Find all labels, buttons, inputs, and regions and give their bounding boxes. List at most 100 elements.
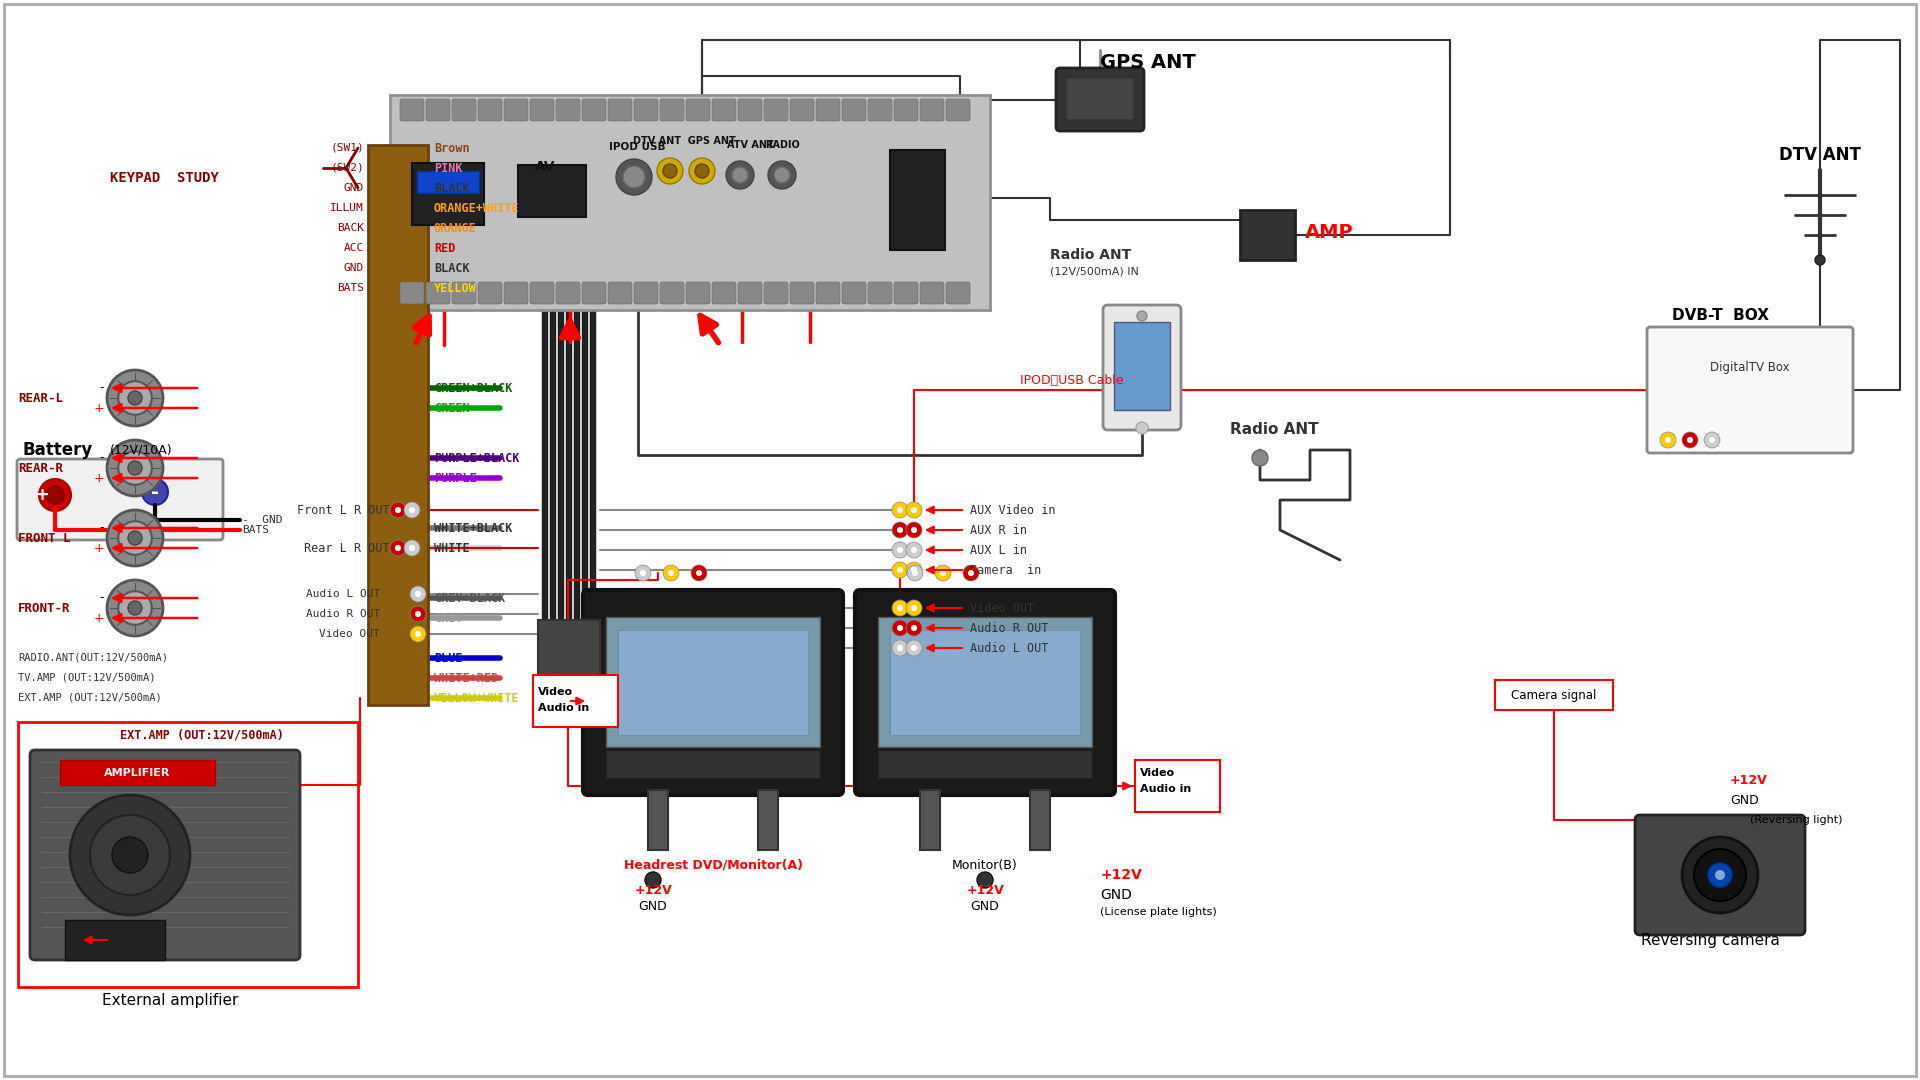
Text: GREY+BLACK: GREY+BLACK xyxy=(434,592,505,605)
Text: AUX Video in: AUX Video in xyxy=(970,503,1056,516)
Text: Radio ANT: Radio ANT xyxy=(1231,422,1319,437)
Text: Audio L OUT: Audio L OUT xyxy=(305,589,380,599)
Circle shape xyxy=(662,565,680,581)
Text: ORANGE: ORANGE xyxy=(434,221,476,234)
FancyBboxPatch shape xyxy=(712,99,735,121)
FancyBboxPatch shape xyxy=(789,282,814,303)
FancyBboxPatch shape xyxy=(1029,789,1050,850)
FancyBboxPatch shape xyxy=(618,630,808,735)
Text: +: + xyxy=(94,472,104,485)
Circle shape xyxy=(409,507,415,513)
Circle shape xyxy=(1137,422,1148,434)
Text: +: + xyxy=(94,611,104,624)
Text: Battery: Battery xyxy=(21,441,92,459)
Text: (12V/10A): (12V/10A) xyxy=(109,444,173,457)
FancyBboxPatch shape xyxy=(920,99,945,121)
FancyBboxPatch shape xyxy=(538,620,599,675)
Circle shape xyxy=(893,600,908,616)
Text: ILLUM: ILLUM xyxy=(330,203,365,213)
Circle shape xyxy=(897,645,902,651)
FancyBboxPatch shape xyxy=(816,99,841,121)
FancyBboxPatch shape xyxy=(426,282,449,303)
Text: GND: GND xyxy=(344,183,365,193)
Circle shape xyxy=(906,620,922,636)
FancyBboxPatch shape xyxy=(737,282,762,303)
Circle shape xyxy=(142,480,169,505)
FancyBboxPatch shape xyxy=(584,590,843,795)
Circle shape xyxy=(910,625,918,631)
Circle shape xyxy=(390,502,405,518)
FancyBboxPatch shape xyxy=(1647,327,1853,453)
Text: Audio L OUT: Audio L OUT xyxy=(970,642,1048,654)
Circle shape xyxy=(111,837,148,873)
Circle shape xyxy=(38,480,71,511)
Circle shape xyxy=(409,545,415,551)
Circle shape xyxy=(415,631,420,637)
FancyBboxPatch shape xyxy=(1240,210,1294,260)
FancyBboxPatch shape xyxy=(634,282,659,303)
Circle shape xyxy=(897,625,902,631)
FancyBboxPatch shape xyxy=(1066,78,1135,120)
Text: AMPLIFIER: AMPLIFIER xyxy=(104,768,171,778)
Circle shape xyxy=(1682,837,1759,913)
FancyBboxPatch shape xyxy=(17,723,357,987)
Circle shape xyxy=(893,562,908,578)
Text: BACK: BACK xyxy=(338,222,365,233)
Text: AUX R in: AUX R in xyxy=(970,524,1027,537)
Text: -: - xyxy=(100,592,104,605)
FancyBboxPatch shape xyxy=(451,99,476,121)
Text: IPOD USB: IPOD USB xyxy=(609,141,664,152)
Text: GREY: GREY xyxy=(434,611,463,624)
FancyBboxPatch shape xyxy=(891,630,1079,735)
Text: GPS ANT: GPS ANT xyxy=(1100,53,1196,71)
Text: ACC: ACC xyxy=(344,243,365,253)
Circle shape xyxy=(1709,863,1732,887)
FancyBboxPatch shape xyxy=(877,750,1092,778)
FancyBboxPatch shape xyxy=(737,99,762,121)
Circle shape xyxy=(910,546,918,553)
FancyBboxPatch shape xyxy=(31,750,300,960)
Text: +: + xyxy=(35,486,50,504)
Text: (Reversing light): (Reversing light) xyxy=(1749,815,1843,825)
Circle shape xyxy=(668,570,674,576)
Text: PURPLE: PURPLE xyxy=(434,472,476,485)
Circle shape xyxy=(1688,437,1693,443)
Text: GND: GND xyxy=(639,901,668,914)
Circle shape xyxy=(415,591,420,597)
FancyBboxPatch shape xyxy=(559,310,564,680)
FancyBboxPatch shape xyxy=(947,282,970,303)
Text: DVB-T  BOX: DVB-T BOX xyxy=(1672,308,1768,323)
FancyBboxPatch shape xyxy=(920,282,945,303)
Circle shape xyxy=(411,606,426,622)
Text: YELLOW: YELLOW xyxy=(434,282,476,295)
Circle shape xyxy=(691,565,707,581)
Text: ATV ANT: ATV ANT xyxy=(728,140,774,150)
Circle shape xyxy=(1682,432,1697,448)
Text: GND: GND xyxy=(1730,794,1759,807)
Text: Audio R OUT: Audio R OUT xyxy=(305,609,380,619)
FancyBboxPatch shape xyxy=(877,617,1092,747)
Text: External amplifier: External amplifier xyxy=(102,993,238,1008)
FancyBboxPatch shape xyxy=(947,99,970,121)
Circle shape xyxy=(108,510,163,566)
Text: -: - xyxy=(100,381,104,394)
Circle shape xyxy=(893,620,908,636)
FancyBboxPatch shape xyxy=(868,282,893,303)
FancyBboxPatch shape xyxy=(399,99,424,121)
Text: PINK: PINK xyxy=(434,162,463,175)
FancyBboxPatch shape xyxy=(417,171,478,193)
FancyBboxPatch shape xyxy=(854,590,1116,795)
FancyBboxPatch shape xyxy=(1102,305,1181,430)
Circle shape xyxy=(119,522,152,555)
Circle shape xyxy=(662,164,678,178)
Circle shape xyxy=(69,795,190,915)
FancyBboxPatch shape xyxy=(764,282,787,303)
FancyBboxPatch shape xyxy=(712,282,735,303)
FancyBboxPatch shape xyxy=(557,99,580,121)
FancyBboxPatch shape xyxy=(816,282,841,303)
Circle shape xyxy=(119,591,152,625)
Text: +: + xyxy=(94,402,104,415)
FancyBboxPatch shape xyxy=(634,99,659,121)
Circle shape xyxy=(893,640,908,656)
Text: WHITE: WHITE xyxy=(434,541,470,554)
